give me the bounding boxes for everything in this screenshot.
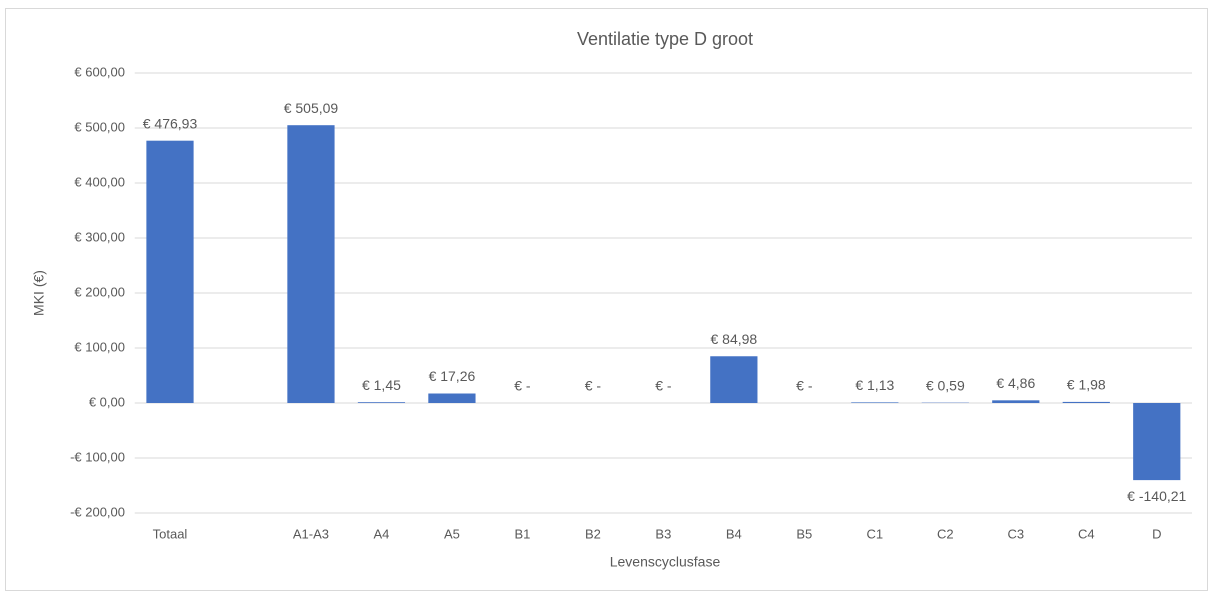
- x-tick-label: A4: [373, 526, 389, 541]
- bar: [428, 393, 476, 403]
- x-tick-label: C4: [1078, 526, 1095, 541]
- data-label: € 1,13: [855, 377, 894, 393]
- bar: [287, 125, 335, 403]
- x-tick-label: C2: [937, 526, 954, 541]
- y-axis-label: MKI (€): [31, 270, 47, 316]
- bar: [1062, 401, 1110, 403]
- data-label: € 476,93: [143, 115, 198, 131]
- y-tick-label: € 200,00: [74, 284, 125, 299]
- chart-title: Ventilatie type D groot: [577, 29, 753, 49]
- data-label: € 1,45: [362, 377, 401, 393]
- x-tick-label: B2: [585, 526, 601, 541]
- y-tick-label: -€ 200,00: [70, 504, 125, 519]
- y-tick-label: € 0,00: [89, 394, 125, 409]
- chart-border: [5, 8, 1208, 591]
- x-tick-label: B3: [655, 526, 671, 541]
- data-label: € -: [585, 378, 602, 394]
- bar: [146, 140, 194, 403]
- data-label: € 0,59: [926, 377, 965, 393]
- y-tick-label: € 600,00: [74, 64, 125, 79]
- x-tick-label: A1-A3: [293, 526, 329, 541]
- x-tick-label: A5: [444, 526, 460, 541]
- data-label: € 17,26: [429, 368, 476, 384]
- y-tick-label: € 400,00: [74, 174, 125, 189]
- bar: [851, 402, 899, 403]
- x-tick-label: B4: [726, 526, 742, 541]
- x-axis-label: Levenscyclusfase: [610, 554, 721, 570]
- data-label: € 84,98: [710, 331, 757, 347]
- data-label: € 505,09: [284, 100, 339, 116]
- data-label: € -: [514, 378, 531, 394]
- data-label: € 1,98: [1067, 377, 1106, 393]
- bar: [357, 402, 406, 403]
- bar: [710, 356, 758, 403]
- data-label: € -: [655, 378, 672, 394]
- y-tick-label: € 500,00: [74, 119, 125, 134]
- y-tick-label: -€ 100,00: [70, 449, 125, 464]
- bar: [1133, 403, 1181, 481]
- bar: [992, 400, 1040, 403]
- x-tick-label: B1: [514, 526, 530, 541]
- x-tick-label: B5: [796, 526, 812, 541]
- y-tick-label: € 100,00: [74, 339, 125, 354]
- x-tick-label: C3: [1007, 526, 1024, 541]
- x-tick-label: Totaal: [153, 526, 188, 541]
- x-tick-label: C1: [867, 526, 884, 541]
- y-tick-label: € 300,00: [74, 229, 125, 244]
- x-tick-label: D: [1152, 526, 1161, 541]
- data-label: € -: [796, 378, 813, 394]
- data-label: € 4,86: [996, 375, 1035, 391]
- data-label: € -140,21: [1127, 488, 1186, 504]
